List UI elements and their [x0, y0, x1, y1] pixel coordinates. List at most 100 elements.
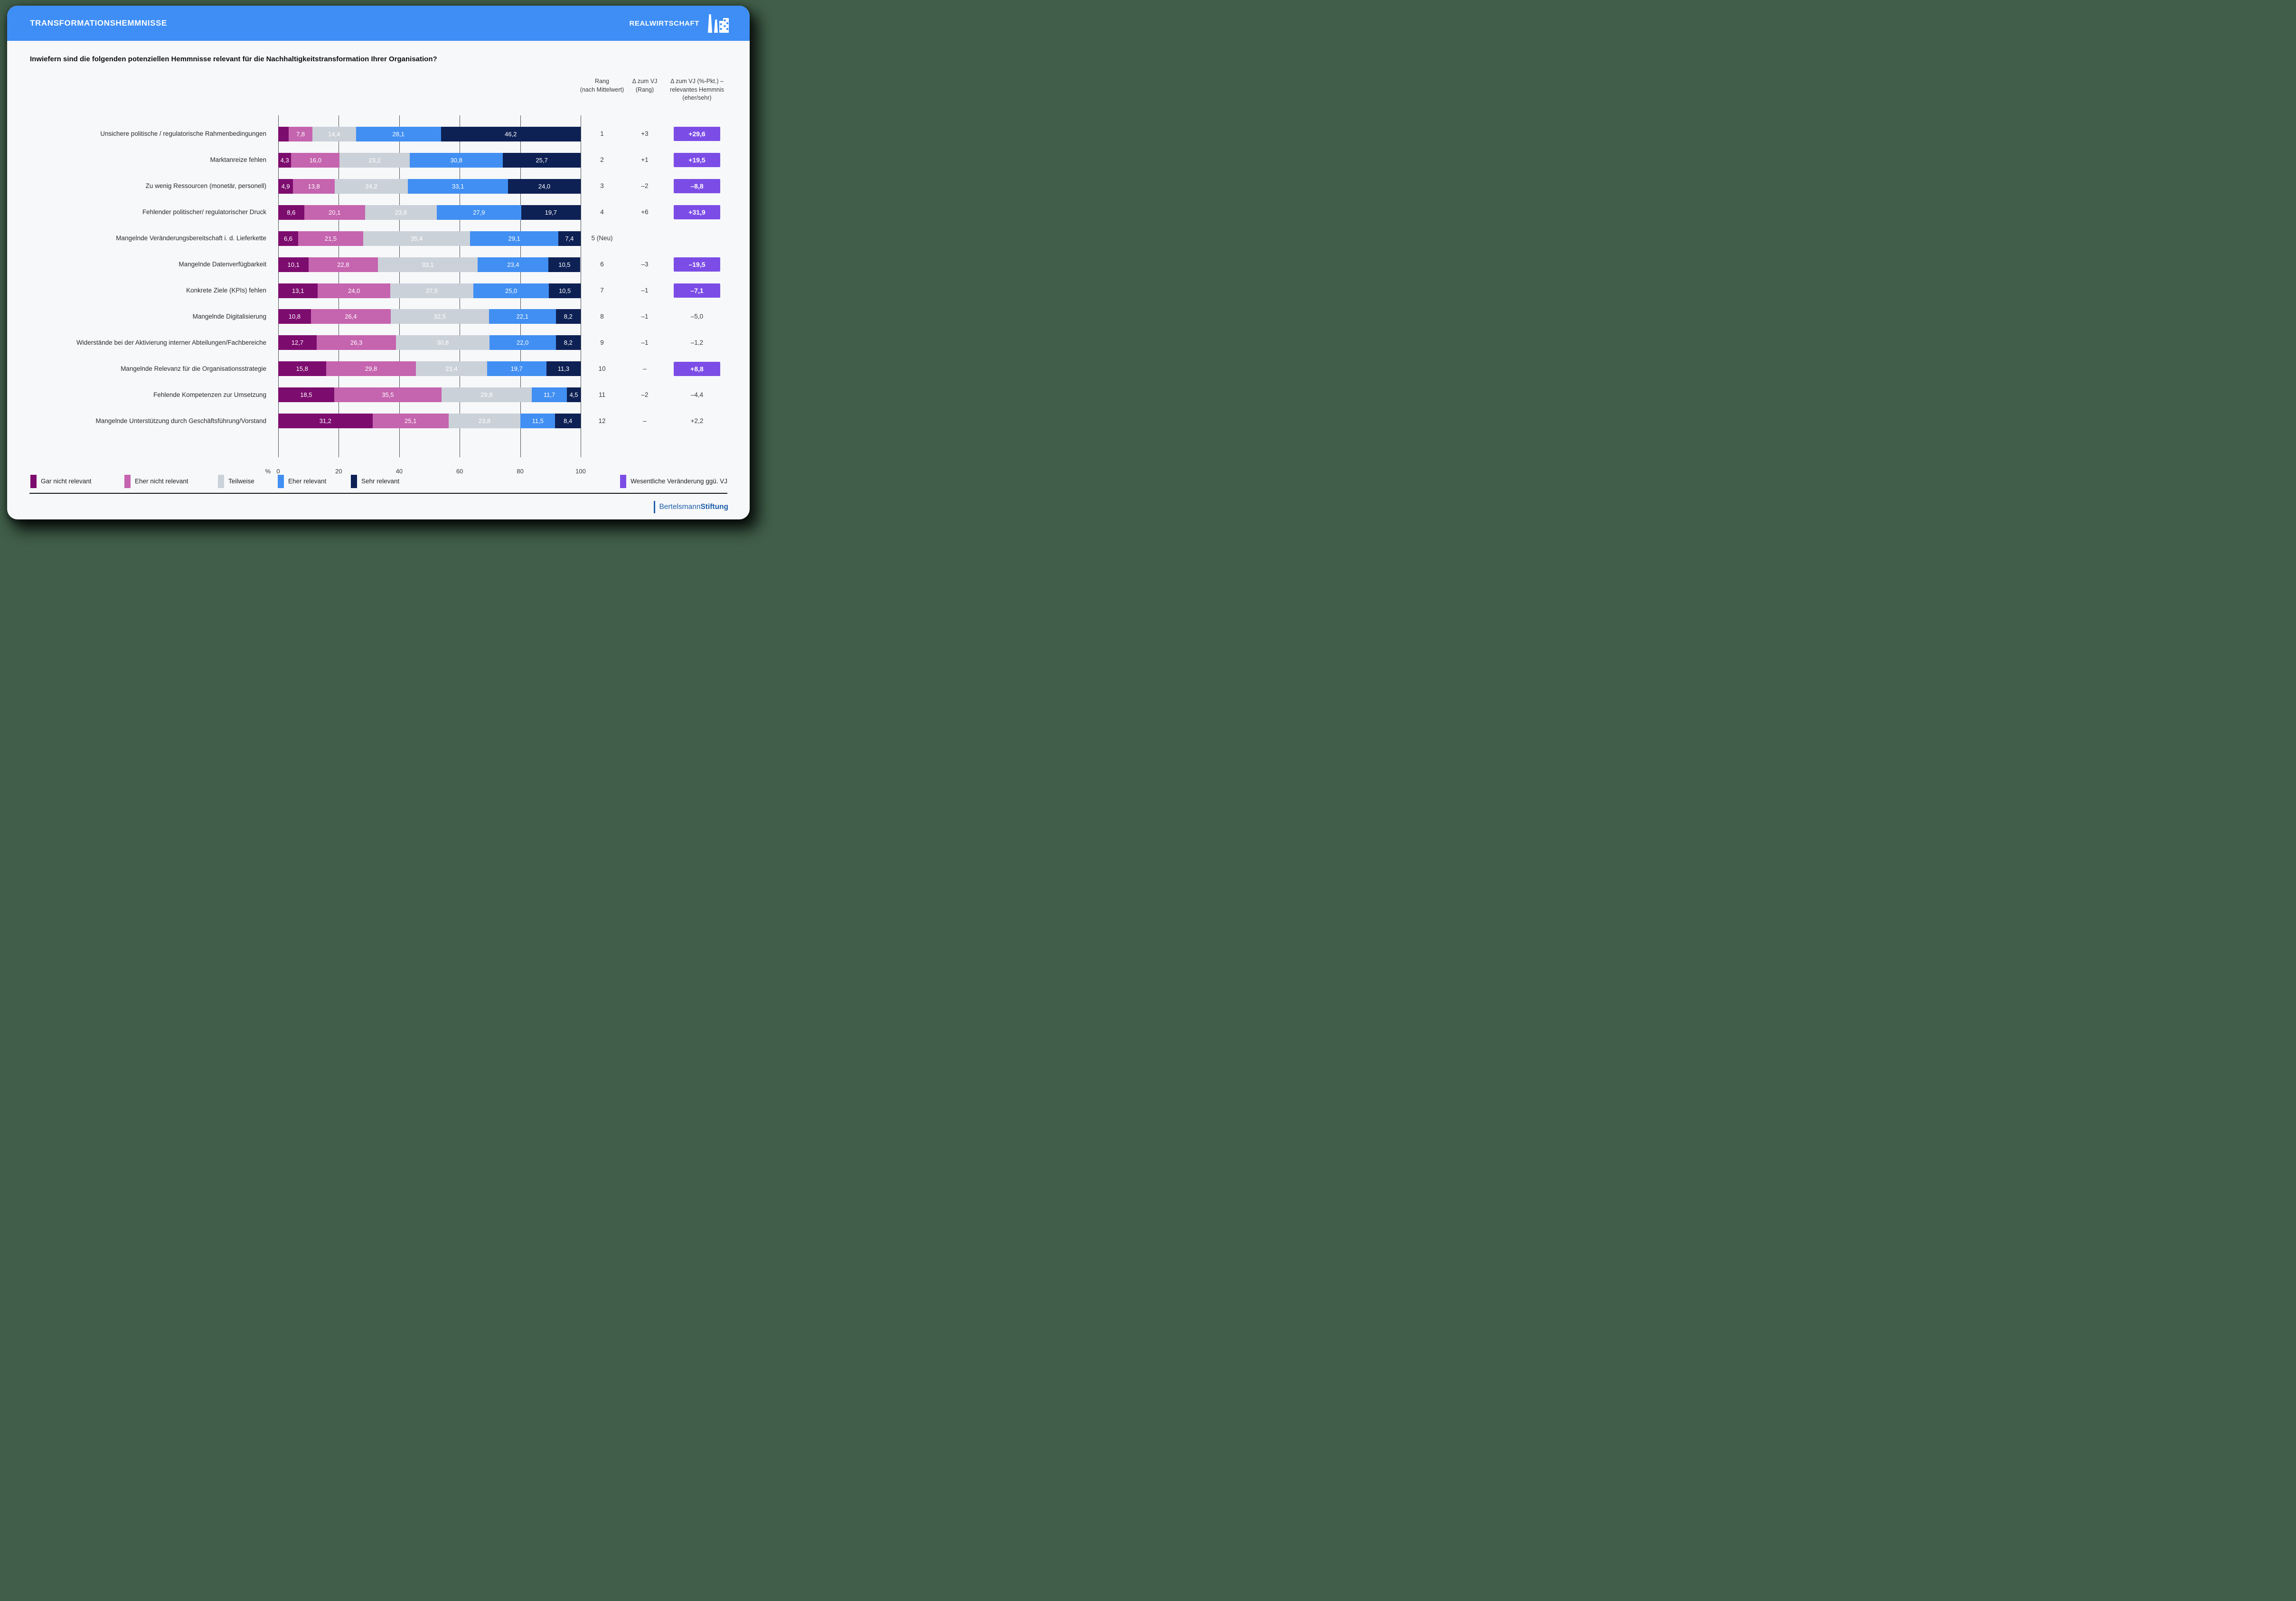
bar-value: 22,0: [517, 339, 529, 347]
bar-value: 23,8: [478, 417, 491, 425]
bar-segment: 6,6: [278, 231, 299, 246]
bar-value: 26,4: [345, 313, 357, 320]
bar-segment: 29,8: [441, 387, 532, 403]
legend-highlight-swatch: [620, 475, 627, 488]
delta-pct-badge: +8,8: [674, 361, 720, 376]
rank-value: 6: [600, 261, 604, 268]
legend-label: Sehr relevant: [361, 478, 400, 485]
stacked-bar: 4,9 13,8 24,2 33,1 24,0: [278, 179, 581, 194]
bar-value: 35,5: [382, 391, 394, 399]
bar-segment: 10,8: [278, 309, 311, 324]
brand-label: REALWIRTSCHAFT: [629, 19, 699, 28]
bar-value: 26,3: [350, 339, 363, 347]
bar-segment: 10,5: [549, 283, 581, 298]
bar-segment: 8,4: [555, 414, 581, 429]
delta-rank-value: +6: [641, 208, 649, 216]
rank-value: 9: [600, 339, 604, 346]
legend-label: Eher relevant: [288, 478, 327, 485]
row-label: Marktanreize fehlen: [210, 156, 266, 164]
footer-divider: [29, 493, 727, 494]
bar-value: 10,5: [558, 261, 571, 268]
axis-tick-label: 20: [335, 468, 342, 475]
bar-segment: 22,8: [309, 257, 378, 272]
axis-unit-label: %: [265, 468, 271, 475]
delta-pct-badge: +19,5: [674, 153, 720, 168]
delta-rank-value: –: [643, 417, 647, 424]
bar-value: 29,8: [480, 391, 493, 399]
bar-value: 30,8: [450, 156, 462, 164]
delta-pct-value: –4,4: [690, 391, 704, 398]
axis-tick-label: 80: [517, 468, 524, 475]
delta-pct-value: –1,2: [690, 339, 704, 346]
bar-segment: 26,3: [316, 335, 396, 350]
bar-segment: 35,5: [334, 387, 442, 403]
bar-segment: 8,2: [555, 335, 581, 350]
bar-segment: 22,1: [489, 309, 556, 324]
bar-value: 13,1: [292, 287, 304, 294]
legend-swatch: [278, 475, 284, 488]
bar-segment: 20,1: [304, 205, 365, 220]
bar-value: 24,2: [365, 182, 377, 190]
bar-segment: 22,0: [489, 335, 556, 350]
delta-rank-value: +1: [641, 156, 649, 164]
stacked-bar: 7,8 14,4 28,1 46,2: [278, 126, 581, 141]
rank-value: 5 (Neu): [591, 235, 613, 242]
axis-tick-label: 40: [395, 468, 403, 475]
legend-swatch: [124, 475, 131, 488]
row-label: Fehlender politischer/ regulatorischer D…: [142, 208, 266, 216]
bar-segment: 11,5: [520, 414, 555, 429]
bar-value: 19,7: [510, 365, 523, 373]
bar-segment: 23,4: [478, 257, 549, 272]
bar-segment: 33,1: [377, 257, 478, 272]
bar-segment: 24,0: [508, 179, 581, 194]
row-label: Mangelnde Datenverfügbarkeit: [179, 261, 266, 268]
bar-value: 25,0: [505, 287, 518, 294]
delta-pct-badge: –7,1: [674, 283, 720, 298]
row-label: Mangelnde Veränderungsbereitschaft i. d.…: [116, 235, 266, 242]
bar-value: 10,5: [558, 287, 571, 294]
bar-segment: 14,4: [312, 126, 356, 141]
legend-label: Gar nicht relevant: [41, 478, 92, 485]
bar-value: 7,8: [296, 130, 305, 138]
delta-pct-badge: +29,6: [674, 127, 720, 141]
bar-value: 22,1: [516, 313, 528, 320]
delta-rank-value: –: [643, 365, 647, 372]
bar-value: 46,2: [505, 130, 517, 138]
bar-segment: 25,7: [503, 152, 581, 168]
column-header-delta-pct: Δ zum VJ (%-Pkt.) – relevantes Hemmnis (…: [670, 78, 724, 101]
delta-rank-value: –2: [641, 182, 649, 190]
bar-value: 23,4: [507, 261, 519, 268]
legend-item: Eher relevant: [278, 475, 326, 488]
page-title: TRANSFORMATIONSHEMMNISSE: [30, 19, 167, 28]
bar-segment: 21,5: [298, 231, 363, 246]
bar-value: 12,7: [291, 339, 304, 347]
bar-value: 7,4: [565, 235, 574, 242]
bar-segment: 7,8: [289, 126, 312, 141]
bar-value: 31,2: [319, 417, 332, 425]
bar-segment: 23,4: [416, 361, 487, 377]
delta-pct-value: –5,0: [690, 312, 704, 320]
bar-segment: 13,1: [278, 283, 318, 298]
bar-segment: 4,3: [278, 152, 292, 168]
delta-pct-value: +2,2: [690, 417, 704, 424]
bar-segment: 35,4: [363, 231, 470, 246]
bar-segment: 16,0: [291, 152, 340, 168]
bar-value: 4,9: [281, 182, 290, 190]
bar-value: 24,0: [348, 287, 360, 294]
rank-value: 10: [598, 365, 606, 372]
bar-value: 4,3: [280, 156, 289, 164]
row-label: Konkrete Ziele (KPIs) fehlen: [186, 287, 266, 294]
stacked-bar: 6,6 21,5 35,4 29,1 7,4: [278, 231, 581, 246]
logo-bar: [654, 501, 656, 513]
stacked-bar: 18,5 35,5 29,8 11,7 4,5: [278, 387, 581, 403]
delta-rank-value: –1: [641, 312, 649, 320]
bar-segment: 12,7: [278, 335, 317, 350]
bar-segment: 19,7: [487, 361, 546, 377]
bar-segment: 31,2: [278, 414, 373, 429]
delta-pct-badge: –19,5: [674, 257, 720, 272]
bar-value: 8,4: [564, 417, 573, 425]
row-label: Mangelnde Digitalisierung: [192, 312, 266, 320]
column-header-delta-rank: Δ zum VJ (Rang): [632, 78, 658, 93]
bar-value: 23,8: [395, 208, 407, 216]
legend-swatch: [218, 475, 224, 488]
